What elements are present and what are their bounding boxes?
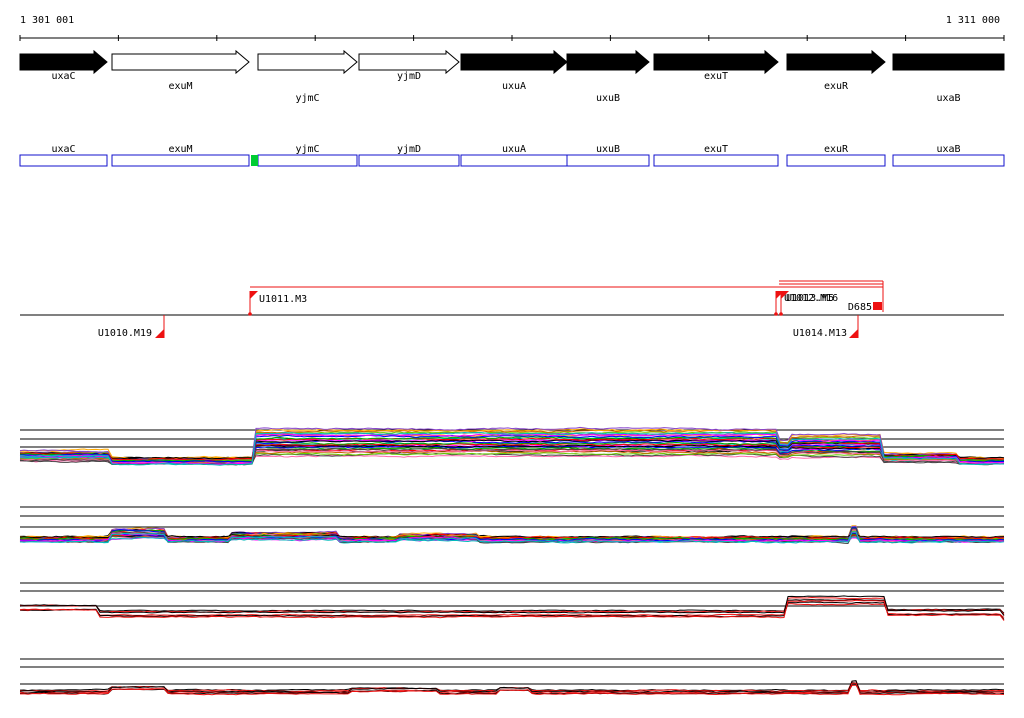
gene-box-track: uxaC exuM yjmC yjmD uxuA uxuB exuT exuR uxaB: [19, 144, 1005, 167]
gene-arrow-uxuA[interactable]: [460, 49, 568, 75]
gene-label-exuR: exuR: [824, 81, 849, 92]
expression-profile: [19, 684, 1005, 694]
promoter-flag-u1010-m19[interactable]: [155, 329, 164, 338]
end-coordinate: 1 311 000: [946, 15, 1000, 26]
gene-box-yjmC[interactable]: [257, 154, 358, 167]
expression-profile: [19, 603, 1005, 618]
gene-label-uxuB: uxuB: [596, 93, 620, 104]
promoter-dot-u1012-m16: [774, 312, 778, 316]
gene-box-label-exuT: exuT: [704, 144, 728, 155]
promoter-dot-u1011-m3: [248, 312, 252, 316]
gene-box-label-uxaC: uxaC: [51, 144, 75, 155]
promoter-flag-u1011-m3[interactable]: [250, 291, 258, 299]
gene-label-uxaB: uxaB: [936, 93, 960, 104]
expression-track-2: [19, 506, 1005, 545]
start-coordinate: 1 301 001: [20, 15, 74, 26]
gene-box-exuM[interactable]: [111, 154, 250, 167]
promoter-flag-u1014-m13[interactable]: [849, 329, 858, 338]
gene-box-label-uxaB: uxaB: [936, 144, 960, 155]
marker-block: [251, 155, 258, 166]
expression-profile: [19, 434, 1005, 463]
gene-box-uxaC[interactable]: [19, 154, 108, 167]
gene-box-label-yjmC: yjmC: [295, 144, 319, 155]
gene-arrow-exuT[interactable]: [653, 49, 779, 75]
promoter-label-u1014-m13: U1014.M13: [793, 328, 847, 339]
gene-box-yjmD[interactable]: [358, 154, 460, 167]
gene-label-exuM: exuM: [168, 81, 192, 92]
expression-profile: [19, 532, 1005, 540]
expression-profile: [19, 437, 1004, 466]
gene-box-uxaB[interactable]: [892, 154, 1005, 167]
expression-profile: [19, 680, 1005, 694]
expression-profile: [19, 599, 1005, 621]
expression-profile: [19, 682, 1005, 696]
gene-box-exuR[interactable]: [786, 154, 886, 167]
expression-tracks: [19, 426, 1005, 696]
gene-arrow-uxuB[interactable]: [566, 49, 650, 75]
promoter-label-u1011-m3: U1011.M3: [259, 294, 307, 305]
gene-box-label-yjmD: yjmD: [397, 144, 421, 155]
expression-profile: [19, 595, 1005, 616]
gene-label-uxuA: uxuA: [502, 81, 526, 92]
gene-label-yjmD: yjmD: [397, 71, 421, 82]
gene-arrow-yjmC[interactable]: [257, 49, 358, 75]
gene-arrow-yjmD[interactable]: [358, 49, 460, 75]
promoter-label-u1013-m5: U1013.M5: [786, 293, 834, 304]
promoter-label-d685: D685: [848, 302, 872, 313]
promoter-label-u1012-m16: U1012.M16: [784, 293, 838, 304]
gene-box-label-exuR: exuR: [824, 144, 849, 155]
gene-box-label-uxuB: uxuB: [596, 144, 620, 155]
promoter-dot-u1013-m5: [779, 312, 783, 316]
expression-track-3: [19, 582, 1005, 621]
coordinate-ruler: 1 301 001 1 311 000: [19, 15, 1005, 41]
gene-box-exuT[interactable]: [653, 154, 779, 167]
gene-box-label-exuM: exuM: [168, 144, 192, 155]
expression-track-1: [19, 426, 1005, 466]
gene-label-exuT: exuT: [704, 71, 728, 82]
expression-track-4: [19, 658, 1005, 696]
gene-arrow-uxaB[interactable]: [892, 53, 1005, 71]
gene-box-uxuB[interactable]: [566, 154, 650, 167]
gene-label-uxaC: uxaC: [51, 71, 75, 82]
expression-profile: [19, 596, 1005, 615]
promoter-flag-u1013-m5[interactable]: [781, 291, 789, 299]
promoter-label-u1010-m19: U1010.M19: [98, 328, 152, 339]
gene-arrow-exuM[interactable]: [111, 49, 250, 75]
gene-track: uxaC exuM yjmC yjmD uxuA uxuB exuT exuR uxaB: [19, 49, 1005, 104]
gene-arrow-uxaC[interactable]: [19, 49, 108, 75]
gene-box-uxuA[interactable]: [460, 154, 568, 167]
expression-profile: [19, 431, 1005, 466]
gene-arrow-exuR[interactable]: [786, 49, 886, 75]
gene-label-yjmC: yjmC: [295, 93, 319, 104]
gene-box-label-uxuA: uxuA: [502, 144, 526, 155]
expression-profile: [19, 598, 1005, 614]
terminator-d685[interactable]: [873, 302, 882, 310]
expression-profile: [19, 437, 1005, 461]
expression-profile: [20, 436, 1005, 463]
expression-profile: [19, 531, 1005, 544]
